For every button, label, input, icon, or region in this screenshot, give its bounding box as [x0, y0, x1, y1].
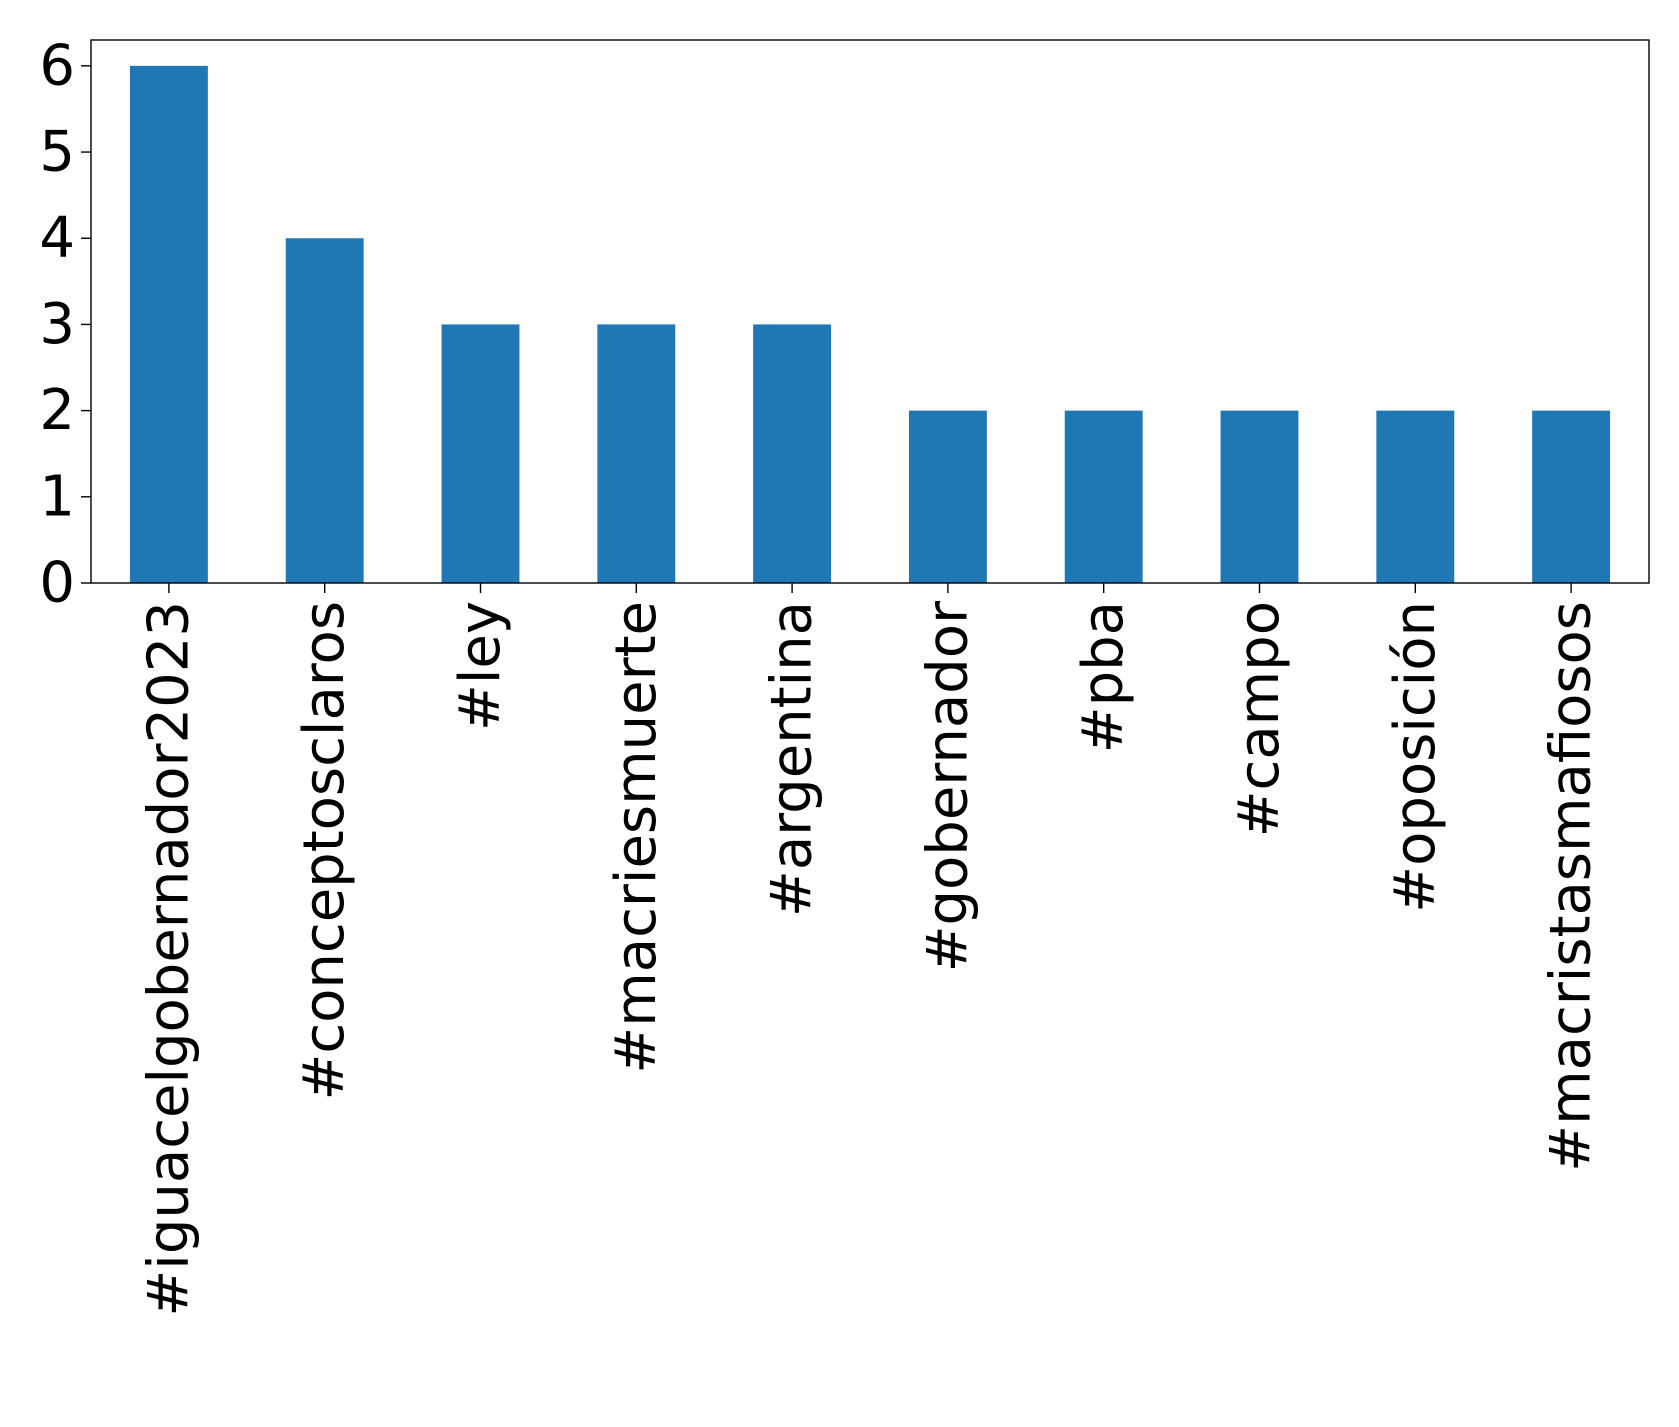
bar-gobernador: [908, 410, 987, 583]
plot-frame: [90, 39, 1650, 584]
bar-ley: [441, 324, 520, 583]
bars-group: [129, 65, 1611, 584]
bar-conceptosclaros: [285, 238, 364, 583]
x-axis: #iguacelgobernador2023 #conceptosclaros #l…: [136, 583, 1604, 1317]
y-tick-label: 3: [39, 292, 75, 357]
y-tick-label: 4: [39, 206, 75, 271]
y-tick-label: 0: [39, 551, 75, 616]
x-tick-label: #macriesmuerte: [604, 601, 669, 1074]
x-tick-label: #macristasmafiosos: [1539, 601, 1604, 1172]
x-tick-label: #pba: [1071, 601, 1136, 753]
x-tick-label: #iguacelgobernador2023: [136, 601, 201, 1317]
x-tick-label: #ley: [448, 601, 513, 731]
x-tick-label: #conceptosclaros: [292, 601, 357, 1101]
bar-pba: [1064, 410, 1143, 583]
bar-campo: [1220, 410, 1299, 583]
x-tick-label: #oposición: [1383, 601, 1448, 913]
y-axis: 0 1 2 3 4 5 6: [39, 33, 91, 616]
x-tick-label: #gobernador: [915, 600, 980, 972]
bar-iguacelgobernador2023: [129, 65, 208, 584]
x-tick-label: #campo: [1227, 601, 1292, 837]
y-tick-label: 6: [39, 33, 75, 98]
x-tick-label: #argentina: [760, 601, 825, 917]
bar-macriesmuerte: [597, 324, 676, 583]
y-tick-label: 1: [39, 464, 75, 529]
y-tick-label: 5: [39, 120, 75, 185]
bar-argentina: [753, 324, 832, 583]
y-tick-label: 2: [39, 378, 75, 443]
bar-macristasmafiosos: [1532, 410, 1611, 583]
bar-oposicion: [1376, 410, 1455, 583]
